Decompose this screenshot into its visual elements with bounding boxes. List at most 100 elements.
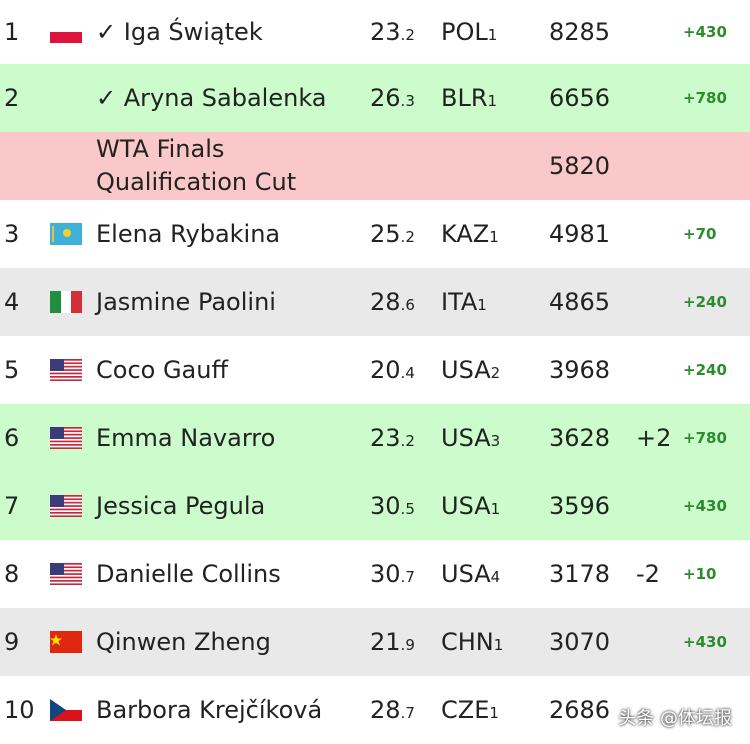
table-row: 4 Jasmine Paolini 28.6 ITA1 4865 +240 <box>0 268 750 336</box>
rank: 7 <box>4 492 20 520</box>
rank: 3 <box>4 220 20 248</box>
points: 3628 <box>549 424 611 452</box>
country-rank: 1 <box>487 92 498 110</box>
age-fraction: .7 <box>400 568 415 586</box>
check-mark: ✓ <box>96 18 117 46</box>
rank: 4 <box>4 288 20 316</box>
points: 3178 <box>549 560 611 588</box>
player-name: Jasmine Paolini <box>96 288 276 316</box>
country-rank: 1 <box>477 296 487 314</box>
table-row: 10 Barbora Krejčíková 28.7 CZE1 2686 <box>0 676 750 744</box>
points: 3070 <box>549 628 611 656</box>
table-row: 2 ✓ Aryna Sabalenka 26.3 BLR1 6656 +780 <box>0 64 750 132</box>
country-code: KAZ <box>441 220 490 248</box>
player: Qinwen Zheng <box>96 628 271 656</box>
country-rank: 1 <box>493 636 504 654</box>
country-code: USA <box>441 424 491 452</box>
points-gain: +430 <box>683 497 727 515</box>
points-gain: +430 <box>683 23 727 41</box>
country-code: CHN <box>441 628 494 656</box>
country-rank: 3 <box>490 432 501 450</box>
age-fraction: .5 <box>400 500 415 518</box>
country-rank: 1 <box>489 704 499 722</box>
country-code: BLR <box>441 84 488 112</box>
player-name: Barbora Krejčíková <box>96 696 323 724</box>
age-whole: 30 <box>370 560 401 588</box>
age-whole: 26 <box>370 84 401 112</box>
age: 23.2 <box>370 18 415 46</box>
points-gain: +10 <box>683 565 717 583</box>
watermark: 头条 @体坛报 <box>618 708 732 729</box>
rank: 2 <box>4 84 20 112</box>
points: 3596 <box>549 492 611 520</box>
country-rank: 4 <box>490 568 501 586</box>
player: Coco Gauff <box>96 356 228 384</box>
country-rank: 1 <box>489 228 499 246</box>
table-row: 5 Coco Gauff 20.4 USA2 3968 +240 <box>0 336 750 404</box>
rank: 10 <box>4 696 35 724</box>
points-gain: +780 <box>683 429 727 447</box>
age: 28.6 <box>370 288 415 316</box>
country: POL1 <box>441 18 497 46</box>
flag <box>50 631 82 653</box>
player: Barbora Krejčíková <box>96 696 322 724</box>
country: USA2 <box>441 356 500 384</box>
country-rank: 2 <box>490 364 501 382</box>
rank: 6 <box>4 424 20 452</box>
country: ITA1 <box>441 288 487 316</box>
table-row: 7 Jessica Pegula 30.5 USA1 3596 +430 <box>0 472 750 540</box>
points: 2686 <box>549 696 611 724</box>
points: 6656 <box>549 84 611 112</box>
age: 23.2 <box>370 424 415 452</box>
age: 21.9 <box>370 628 415 656</box>
country: USA4 <box>441 560 500 588</box>
age-fraction: .2 <box>400 26 415 44</box>
age-whole: 20 <box>370 356 401 384</box>
age-whole: 30 <box>370 492 401 520</box>
country-rank: 1 <box>487 26 498 44</box>
table-row: 6 Emma Navarro 23.2 USA3 3628 +2 +780 <box>0 404 750 472</box>
age-fraction: .2 <box>400 432 415 450</box>
age-fraction: .6 <box>400 296 415 314</box>
age: 30.7 <box>370 560 415 588</box>
country-rank: 1 <box>490 500 501 518</box>
cut-label-line: WTA Finals <box>96 135 225 163</box>
country: CZE1 <box>441 696 499 724</box>
player: Danielle Collins <box>96 560 281 588</box>
player-name: Coco Gauff <box>96 356 228 384</box>
flag <box>50 359 82 381</box>
points-gain: +70 <box>683 225 717 243</box>
age-fraction: .2 <box>400 228 415 246</box>
table-row: 8 Danielle Collins 30.7 USA4 3178 -2 +10 <box>0 540 750 608</box>
player-name: Jessica Pegula <box>96 492 266 520</box>
player-name: Qinwen Zheng <box>96 628 271 656</box>
table-row: 3 Elena Rybakina 25.2 KAZ1 4981 +70 <box>0 200 750 268</box>
country-code: CZE <box>441 696 490 724</box>
check-mark: ✓ <box>96 84 117 112</box>
age-whole: 28 <box>370 696 401 724</box>
rank: 1 <box>4 18 20 46</box>
age-whole: 23 <box>370 424 401 452</box>
points: 3968 <box>549 356 611 384</box>
flag <box>50 427 82 449</box>
rank: 8 <box>4 560 20 588</box>
flag <box>50 21 82 43</box>
country: USA1 <box>441 492 500 520</box>
age: 30.5 <box>370 492 415 520</box>
flag <box>50 495 82 517</box>
points-gain: +780 <box>683 89 727 107</box>
country-code: ITA <box>441 288 478 316</box>
player-name: Danielle Collins <box>96 560 281 588</box>
age-fraction: .7 <box>400 704 415 722</box>
points-gain: +240 <box>683 293 727 311</box>
rank-move: +2 <box>636 424 672 452</box>
points: 8285 <box>549 18 611 46</box>
player: ✓ Iga Świątek <box>96 18 263 46</box>
player-name: Emma Navarro <box>96 424 276 452</box>
points: 4981 <box>549 220 611 248</box>
age: 28.7 <box>370 696 415 724</box>
table-row: WTA Finals Qualification Cut 5820 <box>0 132 750 200</box>
age-fraction: .9 <box>400 636 415 654</box>
player-name: Elena Rybakina <box>96 220 281 248</box>
points-gain: +240 <box>683 361 727 379</box>
